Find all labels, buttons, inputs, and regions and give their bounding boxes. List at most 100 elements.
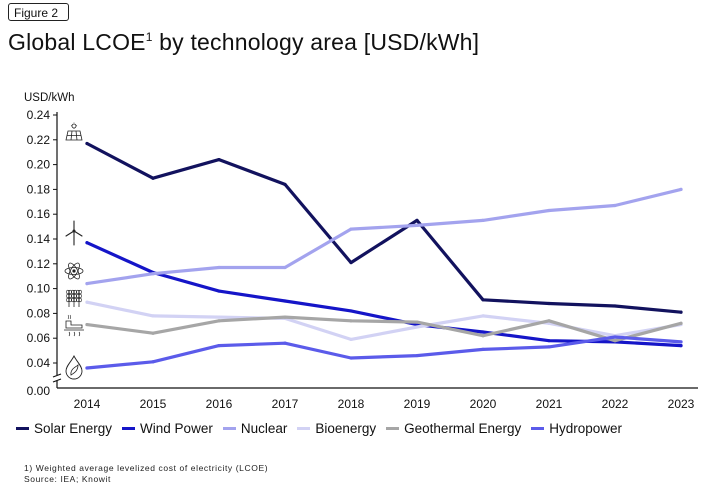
legend-item-solar-energy: Solar Energy [16, 421, 112, 436]
data-point [481, 314, 485, 318]
title-suffix: by technology area [USD/kWh] [152, 29, 480, 55]
x-tick-label: 2017 [272, 397, 299, 411]
data-point [217, 158, 221, 162]
source: Source: IEA; Knowit [24, 473, 111, 484]
data-point [415, 223, 419, 227]
y-tick-label: 0.00 [27, 384, 51, 398]
series-line-hydropower [85, 335, 683, 370]
water-drop-icon [65, 354, 83, 380]
data-point [151, 176, 155, 180]
data-point [217, 344, 221, 348]
legend-item-wind-power: Wind Power [122, 421, 213, 436]
y-tick-label: 0.16 [27, 207, 51, 221]
data-point [283, 341, 287, 345]
atom-icon [64, 262, 84, 280]
solar-panel-icon [65, 122, 83, 141]
legend-label: Bioenergy [315, 421, 377, 436]
chart-title: Global LCOE1 by technology area [USD/kWh… [8, 29, 479, 56]
data-point [415, 218, 419, 222]
data-point [547, 208, 551, 213]
title-footnote-marker: 1 [145, 30, 153, 44]
x-tick-label: 2020 [470, 397, 497, 411]
data-point [415, 353, 419, 358]
data-point [481, 334, 485, 338]
data-point [481, 218, 485, 222]
wind-turbine-icon [65, 220, 83, 246]
y-tick-label: 0.12 [27, 257, 51, 271]
data-point [151, 331, 155, 335]
legend-label: Solar Energy [34, 421, 113, 436]
line-chart: USD/kWh 0.00 0.04 0.06 0.08 0.10 0.12 0.14 0.16… [24, 92, 698, 411]
legend-item-hydropower: Hydropower [531, 421, 622, 436]
data-point [217, 315, 221, 319]
data-point [613, 339, 617, 343]
y-tick-label: 0.18 [27, 182, 51, 196]
data-point [679, 321, 683, 325]
geothermal-plant-icon [64, 314, 84, 337]
legend-label: Geothermal Energy [404, 421, 522, 436]
data-point [151, 314, 155, 318]
data-point [85, 300, 89, 304]
data-point [547, 339, 551, 343]
legend-swatch [297, 427, 311, 430]
axis-break-mark [52, 373, 62, 383]
data-point [481, 330, 485, 334]
x-tick-label: 2022 [602, 397, 629, 411]
x-tick-label: 2019 [404, 397, 431, 411]
data-point [613, 304, 617, 308]
data-point [679, 340, 683, 344]
y-tick-label: 0.22 [27, 133, 51, 147]
data-point [151, 360, 155, 364]
y-tick-label: 0.20 [27, 158, 51, 172]
x-tick-label: 2023 [668, 397, 695, 411]
footnote-block: 1) Weighted average levelized cost of el… [24, 463, 268, 484]
series-line-geothermal-energy [85, 315, 683, 343]
data-point [283, 299, 287, 303]
data-point [217, 289, 221, 293]
legend-item-geothermal-energy: Geothermal Energy [386, 421, 521, 436]
y-tick-label: 0.14 [27, 232, 51, 246]
figure-label: Figure 2 [8, 3, 70, 21]
data-point [613, 335, 617, 339]
legend-item-bioenergy: Bioenergy [297, 421, 376, 436]
y-axis-label: USD/kWh [24, 92, 74, 104]
data-point [679, 187, 683, 191]
data-point [151, 272, 155, 276]
data-point [85, 282, 89, 286]
legend-item-nuclear: Nuclear [222, 421, 288, 436]
footnote: 1) Weighted average levelized cost of el… [24, 463, 269, 473]
data-point [283, 265, 287, 270]
legend-swatch [531, 427, 545, 430]
data-point [349, 227, 353, 231]
data-point [613, 203, 617, 208]
x-tick-label: 2018 [338, 397, 365, 411]
x-tick-label: 2015 [140, 397, 167, 411]
legend-swatch [386, 427, 400, 430]
data-point [547, 301, 551, 306]
data-point [349, 260, 353, 265]
data-point [217, 319, 221, 323]
data-point [217, 265, 221, 270]
data-point [679, 310, 683, 314]
x-tick-label: 2016 [206, 397, 233, 411]
data-point [283, 315, 287, 319]
y-tick-label: 0.08 [27, 306, 51, 320]
legend-label: Wind Power [140, 421, 213, 436]
x-tick-label: 2014 [74, 397, 101, 411]
title-prefix: Global LCOE [8, 29, 146, 55]
data-point [415, 320, 419, 324]
data-point [349, 337, 353, 342]
series-line-nuclear [85, 187, 683, 286]
wheat-icon [66, 289, 82, 307]
data-point [349, 356, 353, 360]
legend-label: Nuclear [240, 421, 288, 436]
data-point [85, 366, 89, 370]
data-point [349, 319, 353, 323]
y-tick-label: 0.10 [27, 282, 51, 296]
data-point [85, 322, 89, 327]
data-point [283, 182, 287, 187]
legend-swatch [16, 427, 29, 430]
y-tick-label: 0.04 [27, 356, 51, 370]
data-point [547, 319, 551, 323]
legend-swatch [122, 427, 136, 430]
